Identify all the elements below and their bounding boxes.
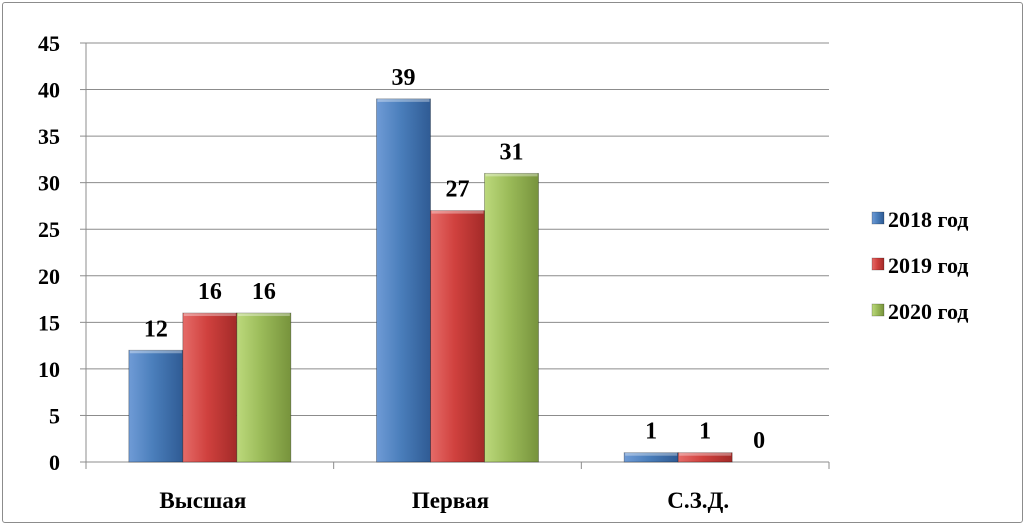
bar-Высшая-2019 год[interactable] [182,312,238,463]
bar-Первая-2018 год[interactable] [376,98,431,463]
data-label: 16 [252,279,276,305]
data-label: 1 [699,419,711,445]
legend-label: 2020 год [888,299,968,324]
data-label: 0 [753,428,765,454]
bar-highlight [431,210,484,214]
y-tick-label: 10 [38,357,60,382]
bar-Первая-2020 год[interactable] [484,172,539,463]
x-category-label: Первая [412,488,489,513]
legend-label: 2019 год [888,253,968,278]
bar-highlight [377,98,430,102]
legend-label: 2018 год [888,207,968,232]
data-label: 39 [392,65,416,91]
bar-Высшая-2020 год[interactable] [236,312,292,463]
y-tick-label: 30 [38,171,60,196]
bar-highlight [129,350,182,354]
y-tick-label: 5 [49,403,60,428]
bar-highlight [237,313,290,317]
x-category-label: С.З.Д. [667,488,729,513]
y-tick-label: 40 [38,78,60,103]
bar-highlight [625,452,678,456]
legend-swatch [871,257,885,271]
bar-highlight [679,452,732,456]
y-tick-label: 45 [38,31,60,56]
y-tick-label: 20 [38,264,60,289]
data-label: 1 [645,419,657,445]
legend-swatch [871,211,885,225]
y-tick-label: 35 [38,124,60,149]
bar-highlight [183,313,236,317]
y-tick-label: 0 [49,450,60,475]
y-tick-label: 15 [38,310,60,335]
legend-swatch [871,303,885,317]
bar-highlight [485,173,538,177]
data-label: 31 [500,139,524,165]
bar-Высшая-2018 год[interactable] [128,349,184,463]
x-category-label: Высшая [159,488,246,513]
bar-Первая-2019 год[interactable] [430,210,485,463]
data-label: 27 [446,177,470,203]
bar-С.З.Д.-2019 год[interactable] [677,452,733,463]
y-tick-label: 25 [38,217,60,242]
data-label: 12 [144,316,168,342]
data-label: 16 [198,279,222,305]
